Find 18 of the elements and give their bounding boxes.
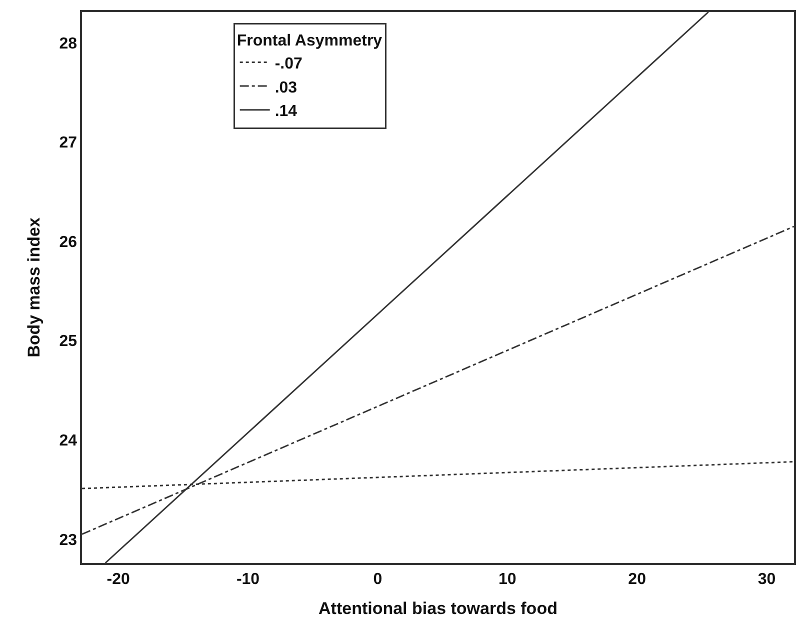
legend-label: .14 bbox=[274, 103, 298, 120]
x-tick-label: -10 bbox=[236, 570, 260, 588]
y-tick-label: 26 bbox=[59, 234, 78, 251]
x-tick-label: 0 bbox=[373, 570, 382, 588]
legend-label: -.07 bbox=[274, 55, 303, 72]
x-tick-label: 30 bbox=[758, 570, 776, 588]
y-tick-label: 24 bbox=[59, 432, 78, 450]
x-tick-label: 20 bbox=[628, 570, 646, 588]
y-tick-label: 28 bbox=[59, 35, 78, 52]
legend-label: .03 bbox=[274, 79, 298, 96]
y-tick-label: 27 bbox=[59, 134, 78, 152]
x-tick-label: 10 bbox=[498, 570, 516, 588]
y-tick-label: 25 bbox=[59, 333, 78, 350]
y-axis-title: Body mass index bbox=[24, 217, 44, 358]
x-tick-label: -20 bbox=[106, 570, 130, 588]
legend-title: Frontal Asymmetry bbox=[236, 32, 382, 50]
x-axis-title: Attentional bias towards food bbox=[318, 598, 558, 618]
y-tick-label: 23 bbox=[59, 532, 78, 549]
